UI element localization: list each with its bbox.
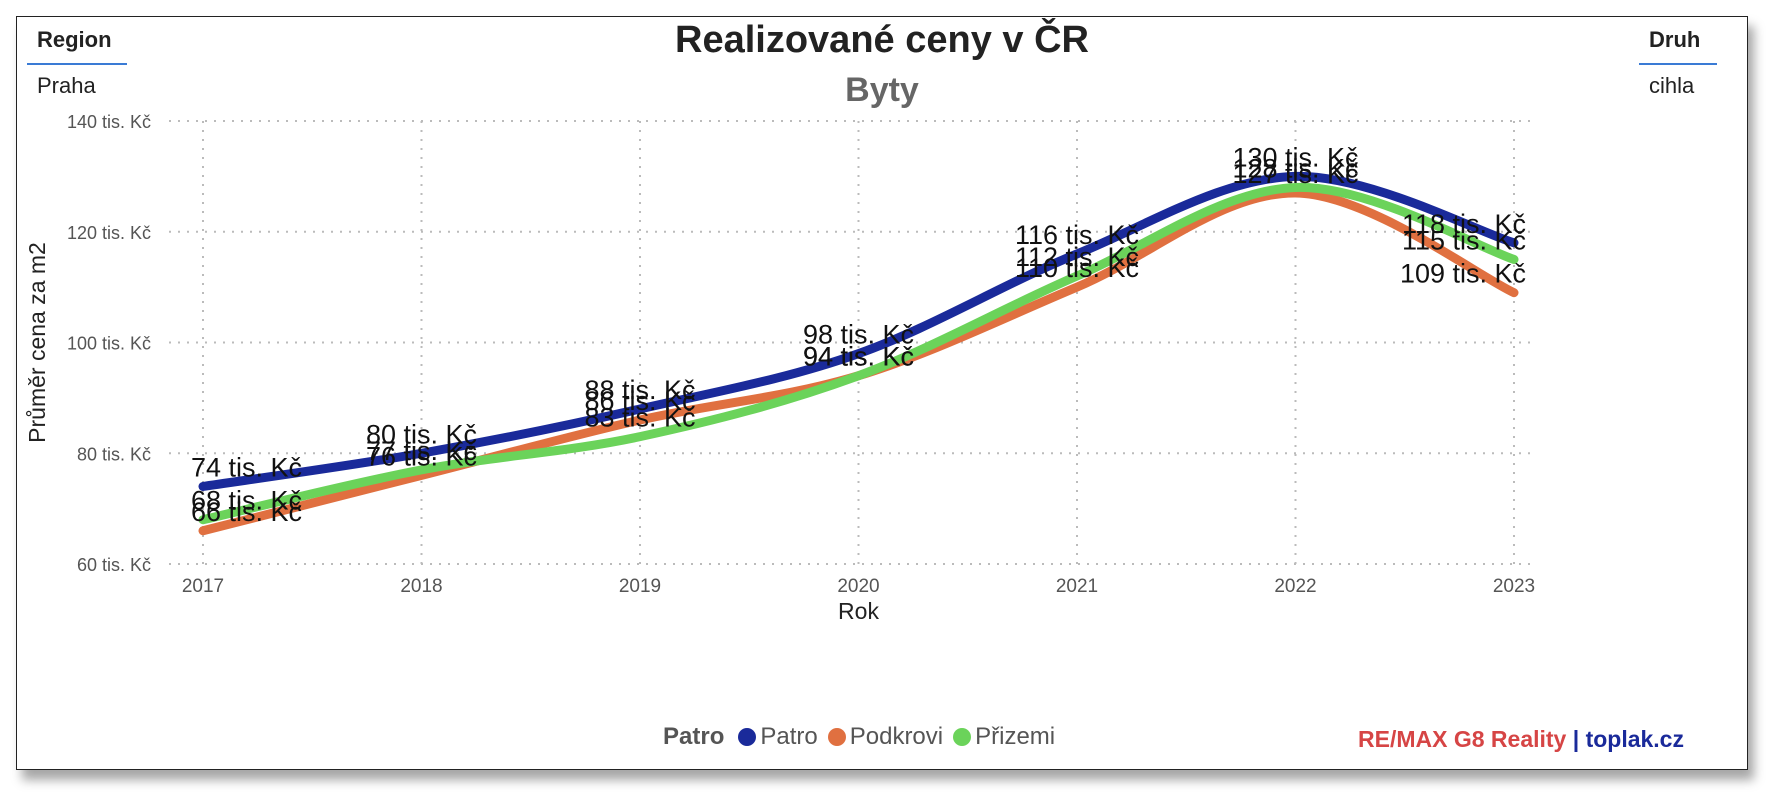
- x-tick-label: 2018: [400, 576, 442, 597]
- region-filter[interactable]: Region Praha: [27, 27, 127, 99]
- y-tick-label: 140 tis. Kč: [67, 112, 151, 132]
- legend-item-patro[interactable]: Patro: [738, 723, 818, 751]
- x-tick-label: 2022: [1274, 576, 1316, 597]
- x-tick-label: 2023: [1493, 576, 1535, 597]
- data-label-patro: 74 tis. Kč: [191, 452, 302, 482]
- data-label-prizemi: 83 tis. Kč: [584, 403, 695, 433]
- data-label-prizemi: 112 tis. Kč: [1015, 242, 1139, 272]
- region-filter-underline: [27, 63, 127, 65]
- data-label-patro: 88 tis. Kč: [584, 375, 695, 405]
- data-label-podkrovi: 127 tis. Kč: [1232, 159, 1358, 189]
- data-label-prizemi: 94 tis. Kč: [803, 342, 914, 372]
- grid-lines: [169, 120, 1533, 565]
- brand-separator: |: [1566, 726, 1586, 752]
- brand-site: toplak.cz: [1585, 726, 1684, 752]
- legend-label-prizemi: Přizemi: [975, 723, 1056, 750]
- legend: Patro Patro Podkrovi Přizemi: [663, 723, 1065, 751]
- data-label-patro: 130 tis. Kč: [1232, 142, 1358, 172]
- chart-subtitle: Byty: [845, 71, 919, 109]
- data-label-podkrovi: 86 tis. Kč: [584, 386, 695, 416]
- legend-title: Patro: [663, 723, 725, 750]
- region-filter-label: Region: [37, 27, 112, 52]
- y-tick-label: 100 tis. Kč: [67, 334, 151, 354]
- region-filter-value[interactable]: Praha: [37, 73, 96, 98]
- druh-filter[interactable]: Druh cihla: [1639, 27, 1717, 99]
- legend-dot-podkrovi: [827, 728, 846, 746]
- druh-filter-value[interactable]: cihla: [1649, 73, 1695, 98]
- line-chart: 60 tis. Kč 80 tis. Kč 100 tis. Kč 120 tis. …: [24, 112, 1535, 624]
- data-label-patro: 118 tis. Kč: [1402, 209, 1526, 239]
- chart-title: Realizované ceny v ČR: [675, 19, 1089, 61]
- x-axis-ticks: 2017 2018 2019 2020 2021 2022 2023: [182, 576, 1535, 597]
- data-label-patro: 98 tis. Kč: [803, 320, 914, 350]
- series-line-prizemi: [198, 182, 1519, 525]
- legend-dot-prizemi: [953, 728, 972, 746]
- data-label-podkrovi: 110 tis. Kč: [1015, 253, 1139, 283]
- y-axis-ticks: 60 tis. Kč 80 tis. Kč 100 tis. Kč 120 tis. …: [67, 112, 151, 575]
- legend-item-podkrovi[interactable]: Podkrovi: [827, 723, 944, 751]
- data-label-podkrovi: 94 tis. Kč: [803, 342, 914, 372]
- x-tick-label: 2019: [619, 576, 661, 597]
- data-label-prizemi: 115 tis. Kč: [1402, 225, 1526, 255]
- chart-card: Region Praha Realizované ceny v ČR Byty …: [16, 16, 1748, 770]
- druh-filter-label: Druh: [1649, 27, 1701, 52]
- y-tick-label: 60 tis. Kč: [77, 555, 151, 575]
- data-label-podkrovi: 76 tis. Kč: [366, 441, 477, 471]
- x-tick-label: 2017: [182, 576, 224, 597]
- legend-item-prizemi[interactable]: Přizemi: [953, 723, 1055, 751]
- data-label-prizemi: 128 tis. Kč: [1232, 153, 1358, 183]
- series-line-patro: [198, 171, 1519, 491]
- x-tick-label: 2021: [1056, 576, 1098, 597]
- y-axis-label: Průměr cena za m2: [24, 242, 50, 443]
- legend-dot-patro: [738, 728, 757, 746]
- legend-label-patro: Patro: [760, 723, 818, 750]
- brand-credit: RE/MAX G8 Reality | toplak.cz: [1358, 726, 1684, 753]
- series-lines: [198, 171, 1519, 536]
- data-labels: 74 tis. Kč 80 tis. Kč 88 tis. Kč 98 tis. Kč…: [191, 142, 1526, 526]
- y-tick-label: 80 tis. Kč: [77, 444, 151, 464]
- data-label-prizemi: 68 tis. Kč: [191, 486, 302, 516]
- x-tick-label: 2020: [837, 576, 879, 597]
- data-label-podkrovi: 109 tis. Kč: [1400, 259, 1526, 289]
- x-axis-label: Rok: [838, 598, 879, 624]
- data-label-patro: 80 tis. Kč: [366, 419, 477, 449]
- data-label-podkrovi: 66 tis. Kč: [191, 497, 302, 527]
- y-tick-label: 120 tis. Kč: [67, 223, 151, 243]
- data-label-prizemi: 77 tis. Kč: [366, 436, 477, 466]
- legend-label-podkrovi: Podkrovi: [849, 723, 944, 750]
- data-label-patro: 116 tis. Kč: [1015, 220, 1139, 250]
- druh-filter-underline: [1639, 63, 1717, 65]
- brand-remax: RE/MAX G8 Reality: [1358, 726, 1567, 752]
